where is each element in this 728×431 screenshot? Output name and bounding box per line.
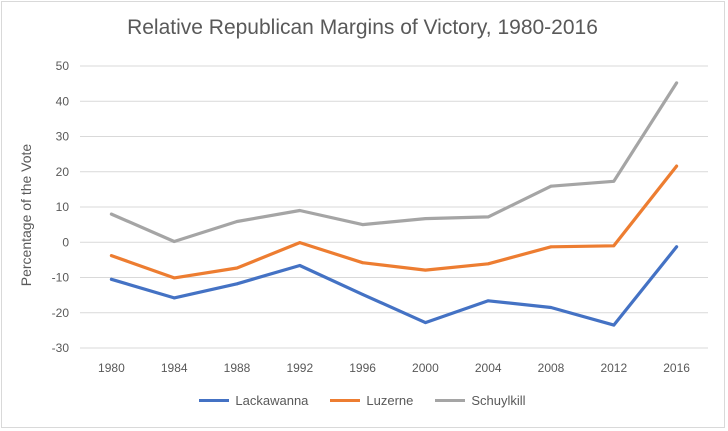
x-tick-label: 2012 <box>600 361 627 375</box>
y-tick-label: 30 <box>56 130 70 144</box>
data-point-lackawanna <box>486 299 490 303</box>
data-point-lackawanna <box>612 323 616 327</box>
y-tick-label: 40 <box>56 94 70 108</box>
y-tick-label: -30 <box>52 341 70 355</box>
x-tick-label: 1988 <box>224 361 251 375</box>
data-point-schuylkill <box>361 223 364 227</box>
data-point-lackawanna <box>675 245 678 249</box>
data-point-lackawanna <box>235 282 239 286</box>
data-point-lackawanna <box>549 306 553 309</box>
data-point-schuylkill <box>172 240 176 243</box>
data-point-luzerne <box>298 241 302 245</box>
x-tick-label: 1980 <box>98 361 125 375</box>
data-point-lackawanna <box>361 293 364 296</box>
data-point-lackawanna <box>172 296 176 300</box>
y-tick-label: -10 <box>52 271 70 285</box>
data-point-schuylkill <box>612 179 616 183</box>
data-point-luzerne <box>172 276 176 280</box>
data-point-schuylkill <box>235 220 239 223</box>
data-point-lackawanna <box>110 277 113 281</box>
legend: Lackawanna Luzerne Schuylkill <box>0 393 725 408</box>
data-point-luzerne <box>675 164 678 168</box>
legend-label: Luzerne <box>366 393 414 408</box>
data-point-luzerne <box>424 268 427 272</box>
data-point-luzerne <box>361 261 364 265</box>
data-point-lackawanna <box>298 264 302 267</box>
y-tick-label: -20 <box>52 306 70 320</box>
x-tick-label: 2000 <box>412 361 439 375</box>
data-point-luzerne <box>235 266 239 270</box>
data-point-schuylkill <box>424 217 427 221</box>
data-point-schuylkill <box>486 215 490 219</box>
data-point-schuylkill <box>675 81 678 85</box>
x-tick-label: 2016 <box>663 361 690 375</box>
legend-swatch <box>199 399 230 402</box>
y-tick-label: 50 <box>56 59 70 73</box>
x-tick-label: 2004 <box>475 361 502 375</box>
data-point-luzerne <box>110 254 113 258</box>
series-line-lackawanna <box>109 245 679 327</box>
x-tick-label: 2008 <box>538 361 565 375</box>
x-tick-label: 1984 <box>161 361 188 375</box>
legend-item-schuylkill: Schuylkill <box>435 393 526 408</box>
data-point-schuylkill <box>298 209 302 212</box>
legend-item-lackawanna: Lackawanna <box>199 393 308 408</box>
legend-swatch <box>330 399 361 402</box>
y-tick-label: 10 <box>56 200 70 214</box>
data-point-schuylkill <box>110 212 113 216</box>
data-point-luzerne <box>612 244 616 248</box>
data-point-luzerne <box>549 245 553 249</box>
x-tick-label: 1996 <box>349 361 376 375</box>
legend-swatch <box>435 399 466 402</box>
series-line-schuylkill <box>109 81 679 244</box>
legend-item-luzerne: Luzerne <box>330 393 413 408</box>
y-tick-label: 20 <box>56 165 70 179</box>
legend-label: Schuylkill <box>471 393 526 408</box>
data-point-luzerne <box>486 262 490 266</box>
chart-title: Relative Republican Margins of Victory, … <box>127 16 598 39</box>
x-tick-label: 1992 <box>286 361 313 375</box>
data-point-schuylkill <box>549 184 553 188</box>
legend-label: Lackawanna <box>235 393 309 408</box>
data-point-lackawanna <box>424 321 427 325</box>
y-tick-label: 0 <box>62 235 69 249</box>
series-line-luzerne <box>109 164 679 280</box>
